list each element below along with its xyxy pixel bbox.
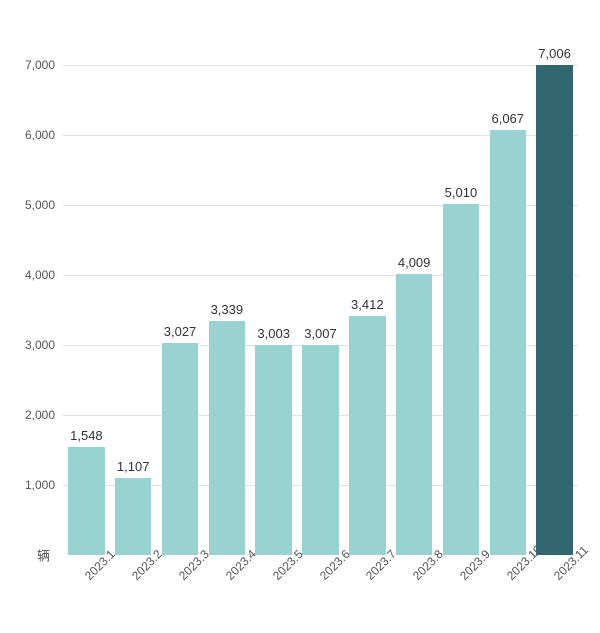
bar-value-label: 6,067 — [491, 111, 524, 126]
bar-value-label: 3,007 — [304, 326, 337, 341]
bar: 7,006 — [536, 65, 573, 555]
y-tick-label: 2,000 — [25, 408, 55, 422]
y-tick-label: 5,000 — [25, 198, 55, 212]
bar: 3,027 — [162, 343, 199, 555]
y-tick-label: 3,000 — [25, 338, 55, 352]
bar-value-label: 5,010 — [445, 185, 478, 200]
bar-value-label: 4,009 — [398, 255, 431, 270]
y-tick-label: 1,000 — [25, 478, 55, 492]
y-tick-label: 7,000 — [25, 58, 55, 72]
bar: 3,003 — [255, 345, 292, 555]
bar: 3,007 — [302, 345, 339, 555]
gridline — [63, 65, 578, 66]
bar-value-label: 3,339 — [211, 302, 244, 317]
bar-value-label: 7,006 — [538, 46, 571, 61]
bar: 6,067 — [490, 130, 527, 555]
bar-value-label: 3,027 — [164, 324, 197, 339]
bar-value-label: 3,412 — [351, 297, 384, 312]
bar: 3,339 — [209, 321, 246, 555]
y-axis-label: 辆 — [37, 546, 50, 565]
bar: 4,009 — [396, 274, 433, 555]
bar: 5,010 — [443, 204, 480, 555]
monthly-sales-bar-chart: 1,000 2,000 3,000 4,000 5,000 6,000 7,000 辆 1,54… — [0, 0, 600, 633]
y-tick-label: 6,000 — [25, 128, 55, 142]
bar: 1,548 — [68, 447, 105, 555]
plot-area: 1,0002,0003,0004,0005,0006,0007,000辆1,54… — [63, 30, 578, 555]
bar-value-label: 3,003 — [257, 326, 290, 341]
bar: 1,107 — [115, 478, 152, 555]
bar-value-label: 1,548 — [70, 428, 103, 443]
bar-value-label: 1,107 — [117, 459, 150, 474]
y-tick-label: 4,000 — [25, 268, 55, 282]
bar: 3,412 — [349, 316, 386, 555]
